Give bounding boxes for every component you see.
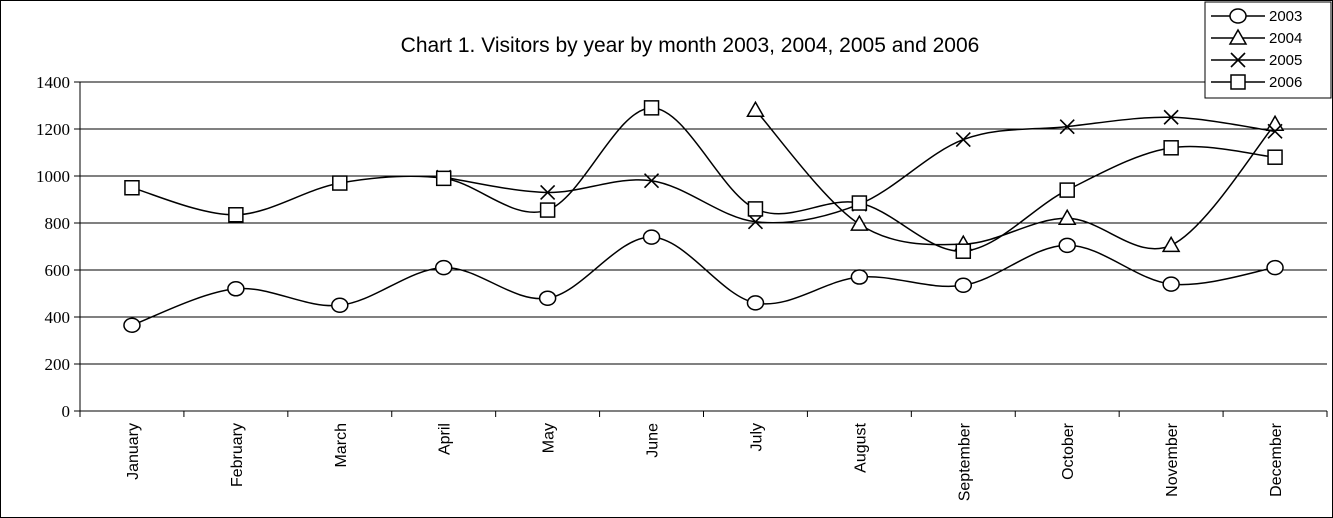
series-2006 [124,100,1283,259]
y-tick-label: 1200 [36,120,70,139]
legend-label: 2003 [1269,8,1302,25]
data-point-2006 [851,195,868,211]
legend-item-2006: 2006 [1211,74,1302,91]
data-point-2005 [747,214,764,230]
data-point-2005 [643,173,660,189]
data-point-2003 [227,281,245,297]
y-tick-label: 400 [45,308,71,327]
data-point-2003 [123,317,141,333]
x-tick-label: April [437,423,454,455]
legend-marker-2005 [1230,52,1246,68]
data-point-2004 [1161,235,1181,253]
x-tick-label: January [125,423,142,480]
data-point-2006 [643,100,660,116]
data-point-2005 [540,184,556,201]
data-point-2006 [1163,140,1179,156]
y-tick-label: 1000 [36,167,70,186]
legend-item-2004: 2004 [1211,28,1302,47]
legend: 2003 2004 2005 2006 [1204,1,1332,99]
data-point-2005 [955,132,971,148]
data-point-2004 [746,100,765,117]
series-group [123,100,1285,333]
legend-label: 2004 [1269,30,1302,47]
data-point-2005 [1059,119,1075,135]
data-point-2003 [331,297,349,313]
axes: 0 200 400 600 800 1000 1200 1400 January February… [36,73,1328,501]
y-tick-label: 1400 [36,73,70,92]
data-point-2003 [746,295,765,311]
x-tick-label: October [1060,422,1077,480]
x-tick-label: December [1268,422,1285,496]
legend-item-2005: 2005 [1211,52,1302,69]
x-tick-label: September [956,422,973,501]
data-point-2004 [1057,208,1077,226]
legend-marker-2004 [1228,28,1248,45]
data-point-2003 [1058,237,1076,254]
x-tick-label: November [1164,422,1181,496]
y-tick-label: 200 [45,355,71,374]
x-tick-label: February [229,423,246,487]
y-tick-label: 800 [45,214,71,233]
data-point-2006 [1267,149,1283,165]
chart-title: Chart 1. Visitors by year by month 2003,… [401,34,980,57]
data-point-2006 [747,201,764,217]
data-point-2004 [850,214,869,231]
data-point-2003 [850,269,869,285]
legend-label: 2006 [1269,74,1302,91]
data-point-2005 [1267,123,1283,139]
data-point-2006 [228,207,244,223]
data-point-2006 [332,175,348,191]
x-tick-label: July [748,423,765,451]
data-point-2003 [954,277,973,294]
gridlines [80,81,1327,365]
data-point-2005 [1163,109,1179,125]
data-point-2006 [124,180,140,196]
data-point-2006 [1059,182,1075,198]
legend-marker-2006 [1230,74,1246,90]
legend-marker-2003 [1229,8,1247,24]
series-2003 [123,229,1284,333]
data-point-2003 [1266,259,1284,276]
y-tick-label: 0 [62,402,71,421]
y-tick-label: 600 [45,261,71,280]
data-point-2003 [642,229,661,245]
data-point-2003 [538,290,557,306]
legend-item-2003: 2003 [1211,8,1302,25]
data-point-2003 [434,259,453,276]
series-line-2004 [754,109,1276,250]
x-tick-label: May [541,423,558,453]
data-point-2006 [539,202,556,218]
x-tick-label: June [645,423,662,458]
data-point-2006 [955,243,972,259]
x-tick-label: March [333,423,350,467]
legend-label: 2005 [1269,52,1302,69]
data-point-2006 [435,170,452,187]
data-point-2003 [1162,276,1180,292]
x-tick-label: August [852,422,869,472]
